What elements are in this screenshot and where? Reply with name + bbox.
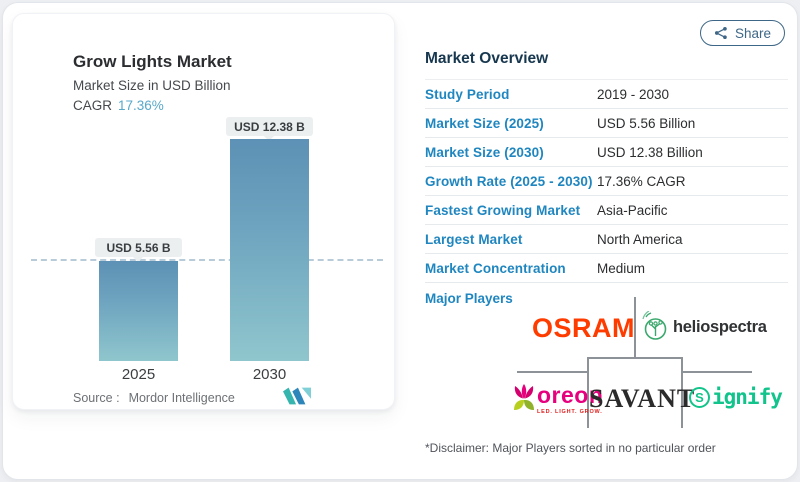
signify-wordmark: ignify	[712, 385, 783, 409]
bar-2025[interactable]	[99, 261, 178, 361]
oreon-text-block: oreon LED. LIGHT. GROW.	[537, 382, 604, 416]
mordor-intelligence-logo	[283, 387, 311, 405]
oreon-tulip-icon	[514, 384, 534, 410]
share-icon	[714, 26, 727, 40]
row-label: Largest Market	[425, 231, 523, 247]
row-label: Market Concentration	[425, 260, 566, 276]
chart-title: Grow Lights Market	[73, 52, 232, 71]
osram-logo: OSRAM	[532, 313, 635, 343]
cagr-label: CAGR	[73, 98, 113, 113]
table-row: Market Concentration Medium	[425, 254, 788, 283]
row-label: Market Size (2025)	[425, 115, 544, 131]
chart-cagr: CAGR 17.36%	[73, 98, 164, 113]
badge-pointer-2030	[264, 136, 274, 141]
row-value: USD 12.38 Billion	[597, 144, 703, 160]
players-divider-line	[587, 357, 683, 359]
x-axis-label-2025: 2025	[121, 366, 156, 383]
bar-value-badge-2030: USD 12.38 B	[226, 117, 313, 136]
table-row: Largest Market North America	[425, 225, 788, 254]
share-label: Share	[735, 25, 772, 41]
row-label: Fastest Growing Market	[425, 202, 581, 218]
source-label: Source :	[73, 391, 120, 405]
players-divider-line	[683, 371, 752, 373]
signify-circle-s-icon: S	[689, 386, 710, 408]
chart-subtitle: Market Size in USD Billion	[73, 78, 231, 93]
badge-pointer-2025	[133, 257, 143, 262]
table-row: Market Size (2025) USD 5.56 Billion	[425, 109, 788, 138]
row-value: Asia-Pacific	[597, 202, 668, 218]
row-value: North America	[597, 231, 683, 247]
oreon-tagline: LED. LIGHT. GROW.	[537, 409, 603, 415]
bar-2030[interactable]	[230, 139, 309, 361]
disclaimer-text: *Disclaimer: Major Players sorted in no …	[425, 441, 716, 455]
heliospectra-logo: heliospectra	[642, 311, 767, 343]
reference-dashed-line	[31, 259, 383, 261]
heliospectra-leaf-icon	[642, 311, 667, 340]
source-row: Source : Mordor Intelligence	[73, 391, 235, 405]
row-value: 17.36% CAGR	[597, 173, 686, 189]
players-divider-line	[634, 297, 636, 358]
share-button[interactable]: Share	[700, 20, 786, 46]
players-divider-line	[587, 357, 589, 428]
table-row: Study Period 2019 - 2030	[425, 80, 788, 109]
row-label: Study Period	[425, 86, 510, 102]
major-players-label: Major Players	[425, 291, 513, 306]
bar-value-badge-2025: USD 5.56 B	[95, 238, 182, 257]
cagr-value: 17.36%	[118, 98, 164, 113]
table-row: Market Size (2030) USD 12.38 Billion	[425, 138, 788, 167]
row-value: USD 5.56 Billion	[597, 115, 696, 131]
row-value: Medium	[597, 260, 646, 276]
oreon-wordmark: oreon	[537, 382, 604, 408]
heliospectra-wordmark: heliospectra	[673, 317, 767, 336]
players-divider-line	[517, 371, 587, 373]
table-row: Fastest Growing Market Asia-Pacific	[425, 196, 788, 225]
x-axis-label-2030: 2030	[252, 366, 287, 383]
table-row: Growth Rate (2025 - 2030) 17.36% CAGR	[425, 167, 788, 196]
signify-logo: S ignify	[689, 385, 783, 409]
oreon-logo: oreon LED. LIGHT. GROW.	[513, 383, 603, 416]
chart-card: Grow Lights Market Market Size in USD Bi…	[12, 13, 395, 410]
row-value: 2019 - 2030	[597, 86, 670, 102]
players-divider-line	[681, 357, 683, 428]
overview-title: Market Overview	[425, 50, 549, 67]
row-label: Growth Rate (2025 - 2030)	[425, 173, 593, 189]
savant-logo: SAVANT	[589, 384, 696, 413]
source-value: Mordor Intelligence	[128, 391, 235, 405]
row-label: Market Size (2030)	[425, 144, 544, 160]
overview-table: Study Period 2019 - 2030 Market Size (20…	[425, 79, 788, 283]
